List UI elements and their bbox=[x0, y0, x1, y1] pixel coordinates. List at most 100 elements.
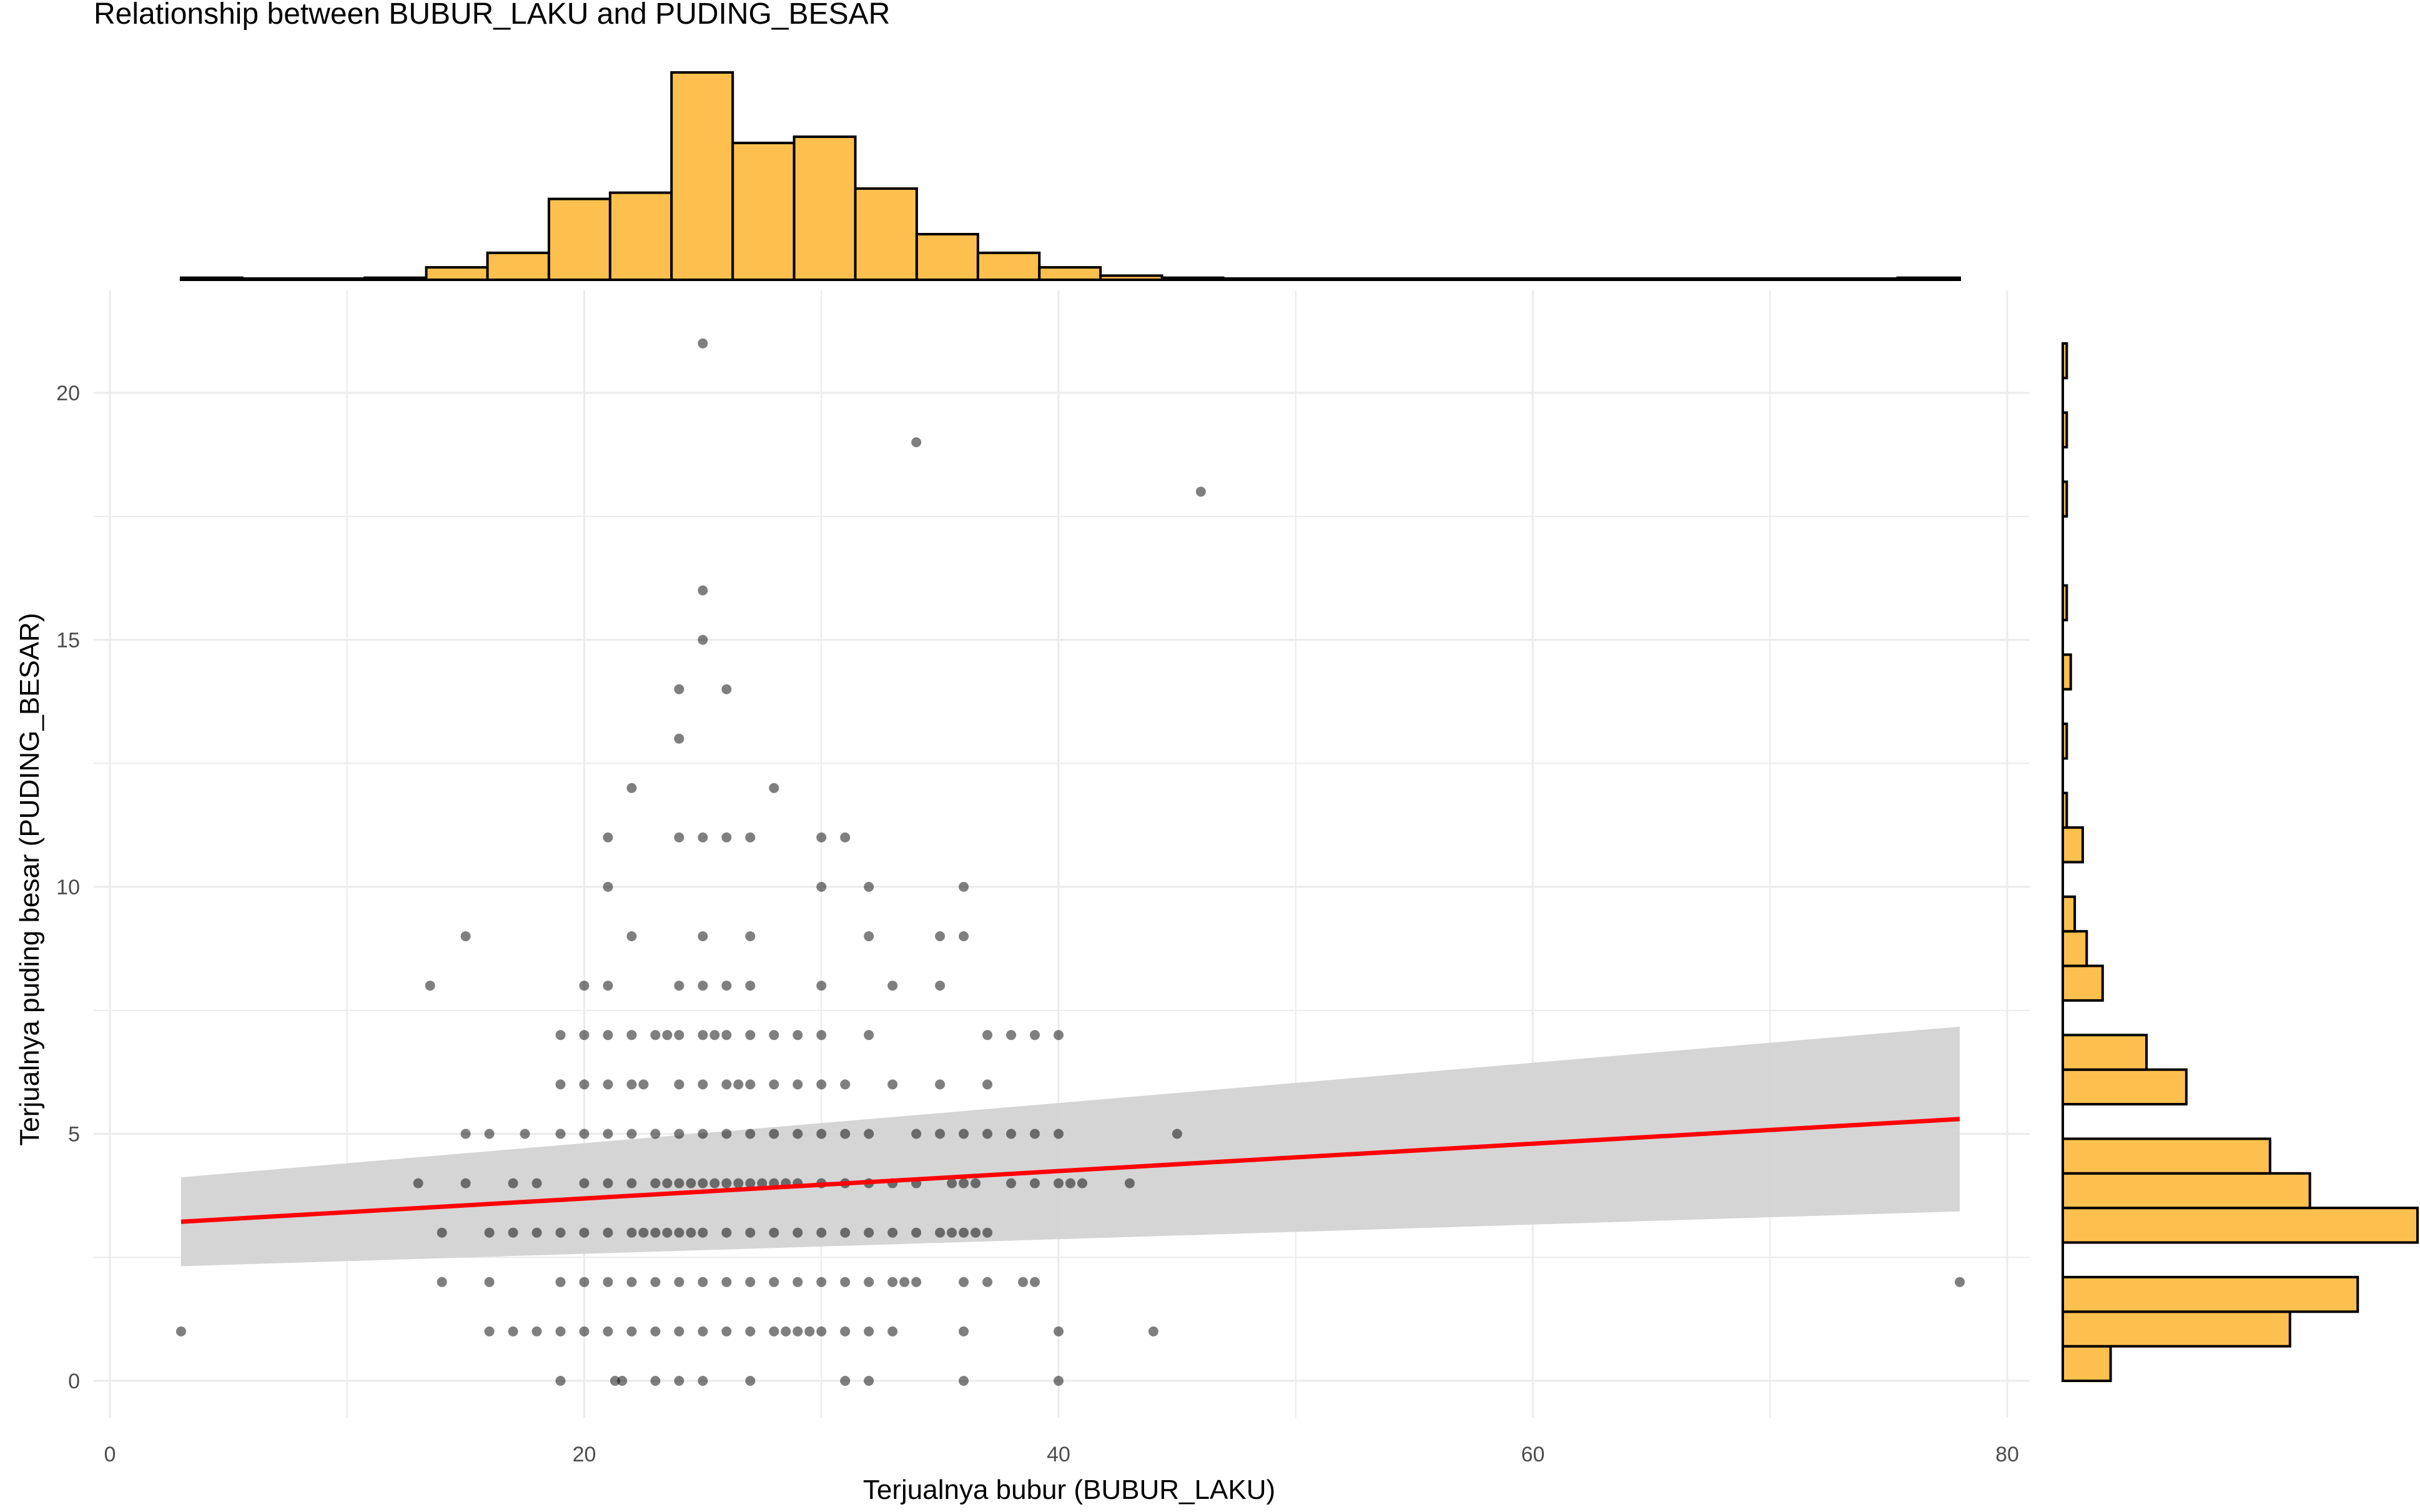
data-point bbox=[1065, 1178, 1075, 1188]
data-point bbox=[935, 1227, 946, 1238]
x-tick-label: 40 bbox=[1047, 1443, 1070, 1466]
data-point bbox=[745, 1079, 756, 1090]
data-point bbox=[662, 1178, 673, 1188]
data-point bbox=[935, 1129, 946, 1139]
data-point bbox=[816, 1129, 827, 1139]
data-point bbox=[638, 1079, 649, 1090]
data-point bbox=[745, 1376, 756, 1386]
x-histogram-bar bbox=[1467, 277, 1531, 281]
x-histogram-bar bbox=[363, 276, 428, 281]
data-point bbox=[555, 1326, 566, 1337]
data-point bbox=[650, 1178, 661, 1188]
data-point bbox=[864, 931, 874, 942]
x-histogram-bar bbox=[1222, 277, 1286, 281]
data-point bbox=[626, 1227, 637, 1238]
data-point bbox=[650, 1030, 661, 1040]
data-point bbox=[460, 931, 471, 942]
x-histogram-bar bbox=[1283, 277, 1347, 281]
data-point bbox=[769, 1326, 779, 1337]
data-point bbox=[674, 1376, 684, 1386]
data-point bbox=[709, 1178, 720, 1188]
data-point bbox=[911, 1129, 922, 1139]
data-point bbox=[650, 1277, 661, 1287]
data-point bbox=[555, 1227, 566, 1238]
data-point bbox=[555, 1079, 566, 1090]
data-point bbox=[721, 1277, 732, 1287]
data-point bbox=[626, 1326, 637, 1337]
data-point bbox=[674, 684, 684, 694]
y-axis-label: Terjualnya puding besar (PUDING_BESAR) bbox=[14, 613, 45, 1146]
data-point bbox=[721, 1178, 732, 1188]
data-point bbox=[579, 1227, 590, 1238]
data-point bbox=[603, 1030, 613, 1040]
data-point bbox=[982, 1030, 993, 1040]
data-point bbox=[674, 1129, 684, 1139]
data-point bbox=[674, 1030, 684, 1040]
x-histogram-bar bbox=[1528, 277, 1593, 281]
data-point bbox=[733, 1079, 744, 1090]
data-point bbox=[626, 783, 637, 793]
x-histogram-bar bbox=[915, 232, 979, 281]
data-point bbox=[935, 981, 946, 991]
data-point bbox=[698, 1030, 708, 1040]
x-tick-label: 80 bbox=[1995, 1443, 2019, 1466]
data-point bbox=[804, 1326, 815, 1337]
marginal-y-histogram bbox=[2062, 342, 2419, 1382]
data-point bbox=[721, 1227, 732, 1238]
x-histogram-bar bbox=[670, 71, 734, 281]
data-point bbox=[1030, 1129, 1040, 1139]
data-point bbox=[626, 1079, 637, 1090]
data-point bbox=[425, 981, 435, 991]
y-histogram-bar bbox=[2062, 964, 2104, 1002]
data-point bbox=[840, 1129, 851, 1139]
data-point bbox=[484, 1129, 495, 1139]
data-point bbox=[887, 1277, 898, 1287]
x-histogram-bar bbox=[486, 251, 550, 281]
y-histogram-bar bbox=[2062, 930, 2088, 967]
data-point bbox=[650, 1227, 661, 1238]
data-point bbox=[603, 832, 613, 842]
data-point bbox=[745, 1326, 756, 1337]
data-point bbox=[959, 1326, 969, 1337]
x-histogram-bar bbox=[1038, 266, 1102, 281]
data-point bbox=[674, 1079, 684, 1090]
data-point bbox=[579, 1129, 590, 1139]
data-point bbox=[579, 1277, 590, 1287]
data-point bbox=[709, 1030, 720, 1040]
data-point bbox=[959, 1178, 969, 1188]
data-point bbox=[508, 1178, 518, 1188]
data-point bbox=[674, 1227, 684, 1238]
data-point bbox=[721, 832, 732, 842]
y-tick-label: 5 bbox=[68, 1123, 80, 1147]
confidence-band bbox=[180, 1026, 1960, 1267]
data-point bbox=[840, 1376, 851, 1386]
chart-title: Relationship between BUBUR_LAKU and PUDI… bbox=[94, 0, 890, 31]
data-point bbox=[1054, 1178, 1064, 1188]
data-point bbox=[579, 1079, 590, 1090]
data-point bbox=[1077, 1178, 1087, 1188]
data-point bbox=[437, 1227, 447, 1238]
data-point bbox=[745, 1227, 756, 1238]
data-point bbox=[686, 1227, 696, 1238]
data-point bbox=[460, 1129, 471, 1139]
data-point bbox=[484, 1326, 495, 1337]
data-point bbox=[626, 931, 637, 942]
data-point bbox=[769, 1129, 779, 1139]
data-point bbox=[721, 1326, 732, 1337]
data-point bbox=[982, 1079, 993, 1090]
data-point bbox=[864, 1277, 874, 1287]
data-point bbox=[1018, 1277, 1029, 1287]
data-point bbox=[674, 1277, 684, 1287]
data-point bbox=[662, 1030, 673, 1040]
data-point bbox=[579, 1030, 590, 1040]
x-histogram-bar bbox=[179, 276, 244, 281]
data-point bbox=[531, 1178, 542, 1188]
data-point bbox=[698, 1326, 708, 1337]
data-point bbox=[769, 783, 779, 793]
data-point bbox=[626, 1277, 637, 1287]
data-point bbox=[793, 1277, 803, 1287]
data-point bbox=[698, 1129, 708, 1139]
data-point bbox=[698, 1376, 708, 1386]
x-histogram-bar bbox=[1099, 274, 1163, 281]
data-point bbox=[626, 1030, 637, 1040]
